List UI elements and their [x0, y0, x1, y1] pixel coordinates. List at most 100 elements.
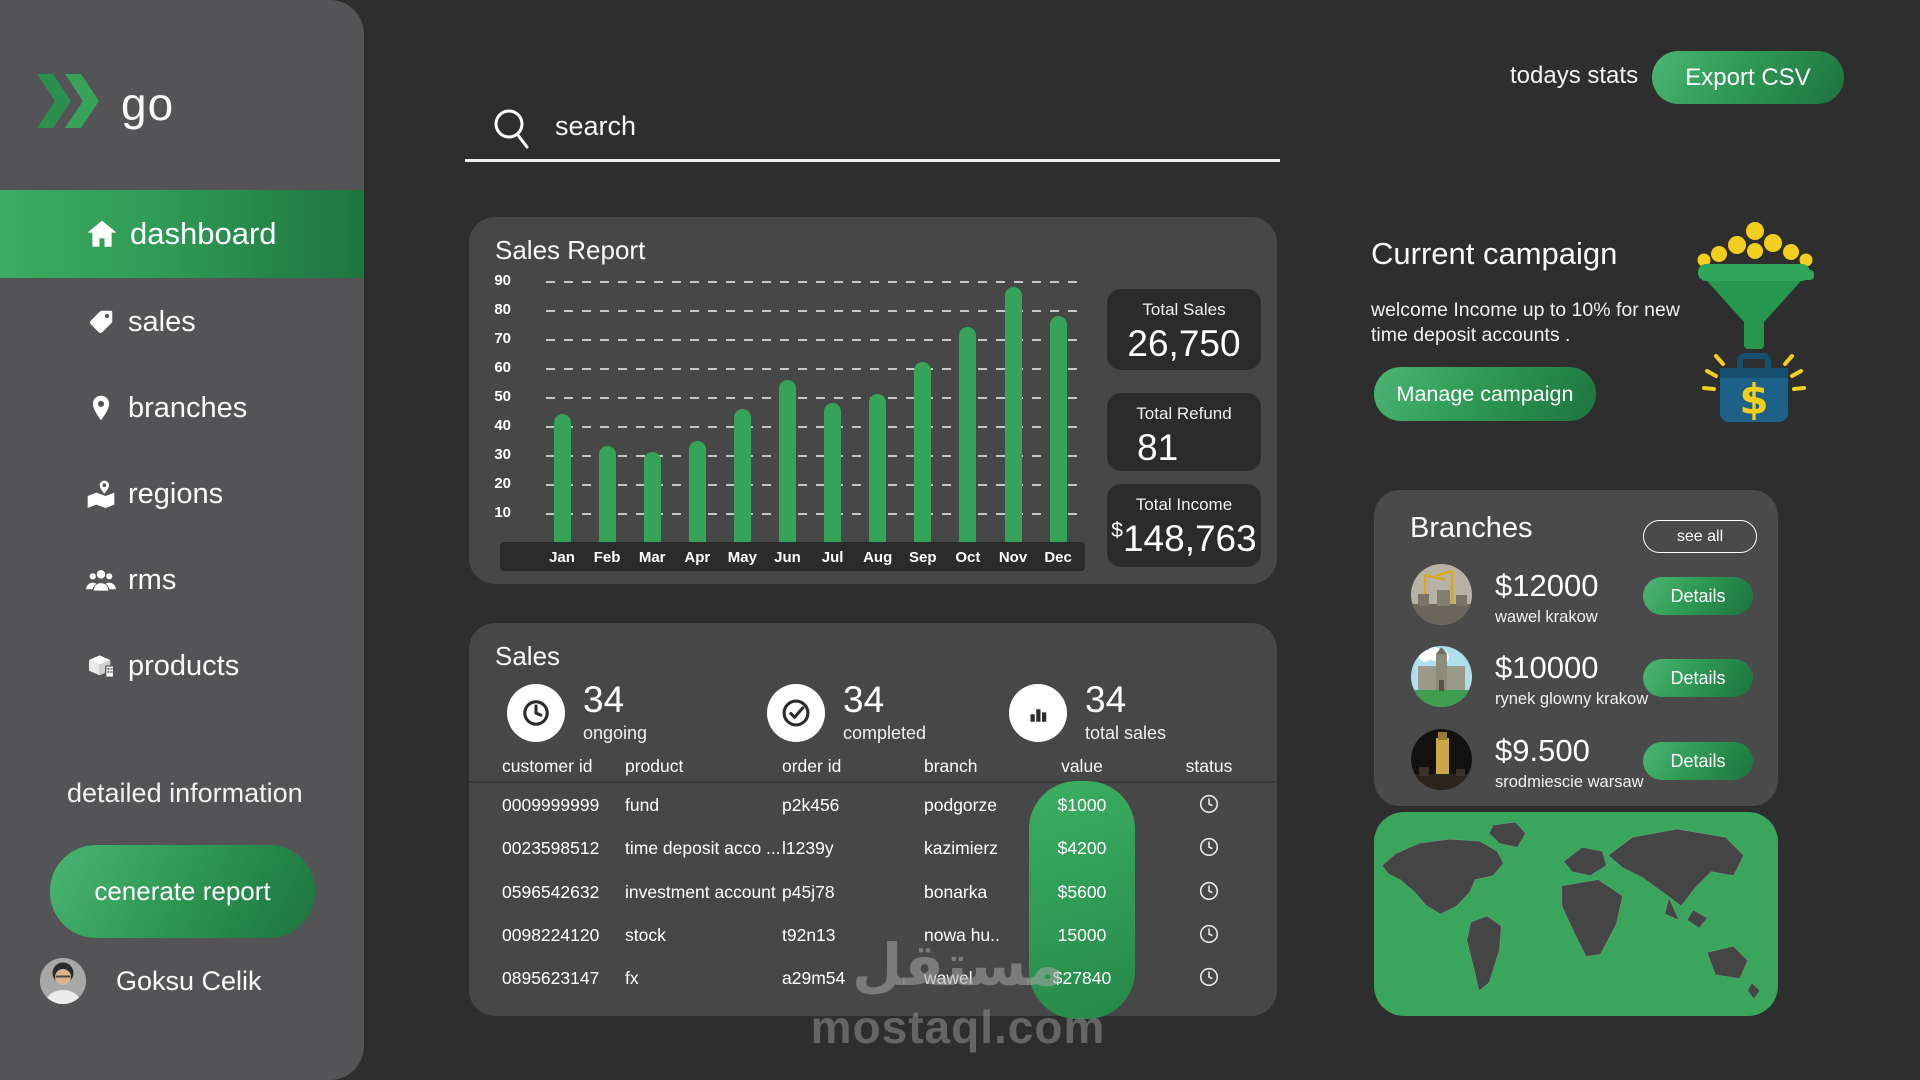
table-row[interactable]: 0009999999 fund p2k456 podgorze $1000 [469, 783, 1277, 826]
y-axis-tick: 90 [494, 272, 511, 289]
table-cell: fx [625, 968, 639, 989]
x-axis-label: Sep [909, 549, 937, 566]
sidebar-item-label: rms [128, 563, 177, 596]
ongoing-counter: 34 ongoing [507, 681, 647, 744]
x-axis-label: Jul [821, 549, 844, 566]
avatar [40, 958, 86, 1004]
status-clock-icon [1169, 879, 1249, 908]
sales-chart: 10 20 30 40 50 60 70 80 90 Jan Feb Mar Apr May Jun Jul A… [469, 217, 1277, 584]
chart-gridline [546, 368, 1085, 370]
search-input[interactable] [553, 110, 1207, 143]
table-cell: wawel [924, 968, 973, 989]
counter-value: 34 [843, 679, 885, 720]
todays-stats-label: todays stats [1510, 62, 1639, 89]
sales-table-rows: 0009999999 fund p2k456 podgorze $1000 0023598… [469, 783, 1277, 1016]
currency-prefix: $ [1111, 519, 1123, 542]
table-cell: nowa hu.. [924, 924, 1000, 945]
generate-report-label: cenerate report [94, 876, 271, 906]
y-axis-tick: 10 [494, 504, 511, 521]
manage-campaign-label: Manage campaign [1396, 381, 1574, 406]
branch-amount: $10000 [1495, 650, 1599, 685]
branch-name: rynek glowny krakow [1495, 690, 1649, 708]
see-all-button[interactable]: see all [1643, 520, 1757, 553]
sidebar-item-label: regions [128, 477, 224, 510]
completed-counter: 34 completed [767, 681, 926, 744]
generate-report-button[interactable]: cenerate report [50, 845, 315, 938]
chart-bar-feb [598, 446, 616, 542]
export-csv-button[interactable]: Export CSV [1652, 51, 1844, 104]
sidebar-item-products[interactable]: products [0, 636, 364, 696]
tag-icon [84, 305, 118, 339]
counter-label: total sales [1085, 723, 1167, 743]
x-axis-label: Oct [955, 549, 981, 566]
total-refund-box: Total Refund 81 [1107, 393, 1261, 471]
package-icon [84, 649, 118, 683]
y-axis-tick: 30 [494, 446, 511, 463]
sidebar-item-rms[interactable]: rms [0, 550, 364, 610]
table-cell: 0098224120 [502, 924, 600, 945]
table-cell: podgorze [924, 795, 997, 815]
see-all-label: see all [1676, 527, 1724, 545]
user-profile[interactable]: Goksu Celik [40, 958, 262, 1004]
user-name: Goksu Celik [116, 965, 262, 996]
x-axis-label: Jun [774, 549, 801, 566]
table-row[interactable]: 0895623147 fx a29m54 wawel $27840 [469, 956, 1277, 999]
table-cell: 0023598512 [502, 838, 600, 859]
table-cell: l1239y [782, 838, 834, 859]
map-pin-icon [84, 391, 118, 425]
bar-chart-icon [1009, 683, 1067, 742]
brand-name: go [121, 77, 175, 130]
x-axis-label: Jan [549, 549, 575, 566]
value-column-highlight [1029, 781, 1135, 1019]
y-axis-tick: 40 [494, 417, 511, 434]
branch-name: srodmiescie warsaw [1495, 773, 1644, 791]
chart-bar-jun [779, 379, 796, 542]
chart-gridline [546, 310, 1085, 312]
stat-value: 148,763 [1122, 518, 1257, 559]
details-button[interactable]: Details [1643, 577, 1753, 615]
branch-amount: $9.500 [1495, 733, 1590, 768]
sidebar-item-regions[interactable]: regions [0, 464, 364, 524]
status-clock-icon [1169, 792, 1249, 821]
search-icon [490, 106, 536, 161]
stat-label: Total Refund [1136, 404, 1232, 423]
details-button[interactable]: Details [1643, 659, 1753, 697]
y-axis-tick: 60 [494, 359, 511, 376]
x-axis-label: Nov [998, 549, 1028, 566]
sales-report-title: Sales Report [495, 235, 646, 265]
table-cell: p2k456 [782, 795, 840, 815]
branch-photo-tower-night [1411, 729, 1472, 790]
campaign-title: Current campaign [1371, 236, 1618, 271]
sidebar-item-sales[interactable]: sales [0, 292, 364, 352]
sidebar-item-branches[interactable]: branches [0, 378, 364, 438]
status-clock-icon [1169, 922, 1249, 951]
total-income-box: Total Income $148,763 [1107, 484, 1261, 567]
manage-campaign-button[interactable]: Manage campaign [1374, 367, 1596, 421]
x-axis-label: Dec [1044, 549, 1072, 566]
search-bar [465, 100, 1280, 162]
table-cell: p45j78 [782, 881, 835, 902]
sidebar: go dashboard sales [0, 0, 364, 1080]
column-header: value [1061, 756, 1103, 776]
column-header: status [1185, 756, 1233, 776]
chart-gridline [546, 455, 1085, 457]
details-button[interactable]: Details [1643, 742, 1753, 780]
status-clock-icon [1169, 965, 1249, 994]
table-cell: stock [625, 924, 666, 945]
branches-title: Branches [1410, 512, 1533, 544]
sidebar-item-dashboard[interactable]: dashboard [0, 190, 364, 278]
world-map [1374, 812, 1778, 1016]
clock-icon [507, 683, 565, 742]
stat-label: Total Sales [1142, 300, 1226, 319]
table-row[interactable]: 0023598512 time deposit acco ... l1239y kaz… [469, 826, 1277, 869]
total-sales-box: Total Sales 26,750 [1107, 289, 1261, 370]
brand-logo[interactable]: go [37, 74, 174, 133]
table-row[interactable]: 0596542632 investment account p45j78 bonark… [469, 870, 1277, 913]
chart-month-strip [500, 542, 1085, 571]
table-row[interactable]: 0098224120 stock t92n13 nowa hu.. 15000 [469, 913, 1277, 956]
chart-bar-aug [869, 394, 887, 542]
status-clock-icon [1169, 835, 1249, 864]
table-divider [469, 781, 1277, 783]
chart-bar-mar [643, 452, 661, 542]
